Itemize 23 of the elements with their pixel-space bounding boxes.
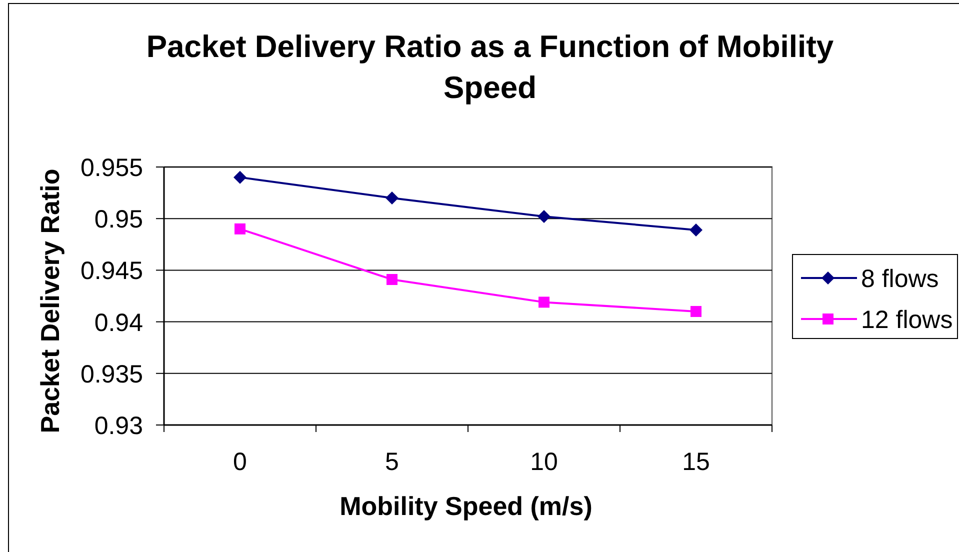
y-tick-label: 0.935 (80, 360, 143, 388)
y-tick-label: 0.945 (80, 257, 143, 286)
point (538, 296, 550, 308)
y-tick-label: 0.93 (94, 412, 143, 440)
point (538, 210, 550, 224)
y-tick-label: 0.95 (94, 206, 143, 234)
x-tick-label: 5 (385, 448, 399, 476)
point (234, 223, 246, 234)
legend-label: 12 flows (861, 306, 953, 334)
point (234, 170, 246, 184)
chart-title: Packet Delivery Ratio as a Function of Mobility Speed (146, 29, 834, 105)
y-tick-label: 0.94 (94, 308, 144, 337)
x-axis-title: Mobility Speed (m/s) (340, 491, 592, 521)
x-tick-label: 15 (682, 448, 710, 476)
point (386, 274, 398, 285)
legend-label: 8 flows (861, 265, 939, 293)
y-axis-title: Packet Delivery Ratio (35, 168, 65, 434)
x-tick-label: 10 (530, 448, 558, 476)
point (690, 223, 702, 236)
point (690, 306, 702, 317)
x-tick-label: 0 (233, 448, 247, 476)
y-tick-label: 0.955 (80, 154, 143, 182)
point (386, 191, 398, 204)
